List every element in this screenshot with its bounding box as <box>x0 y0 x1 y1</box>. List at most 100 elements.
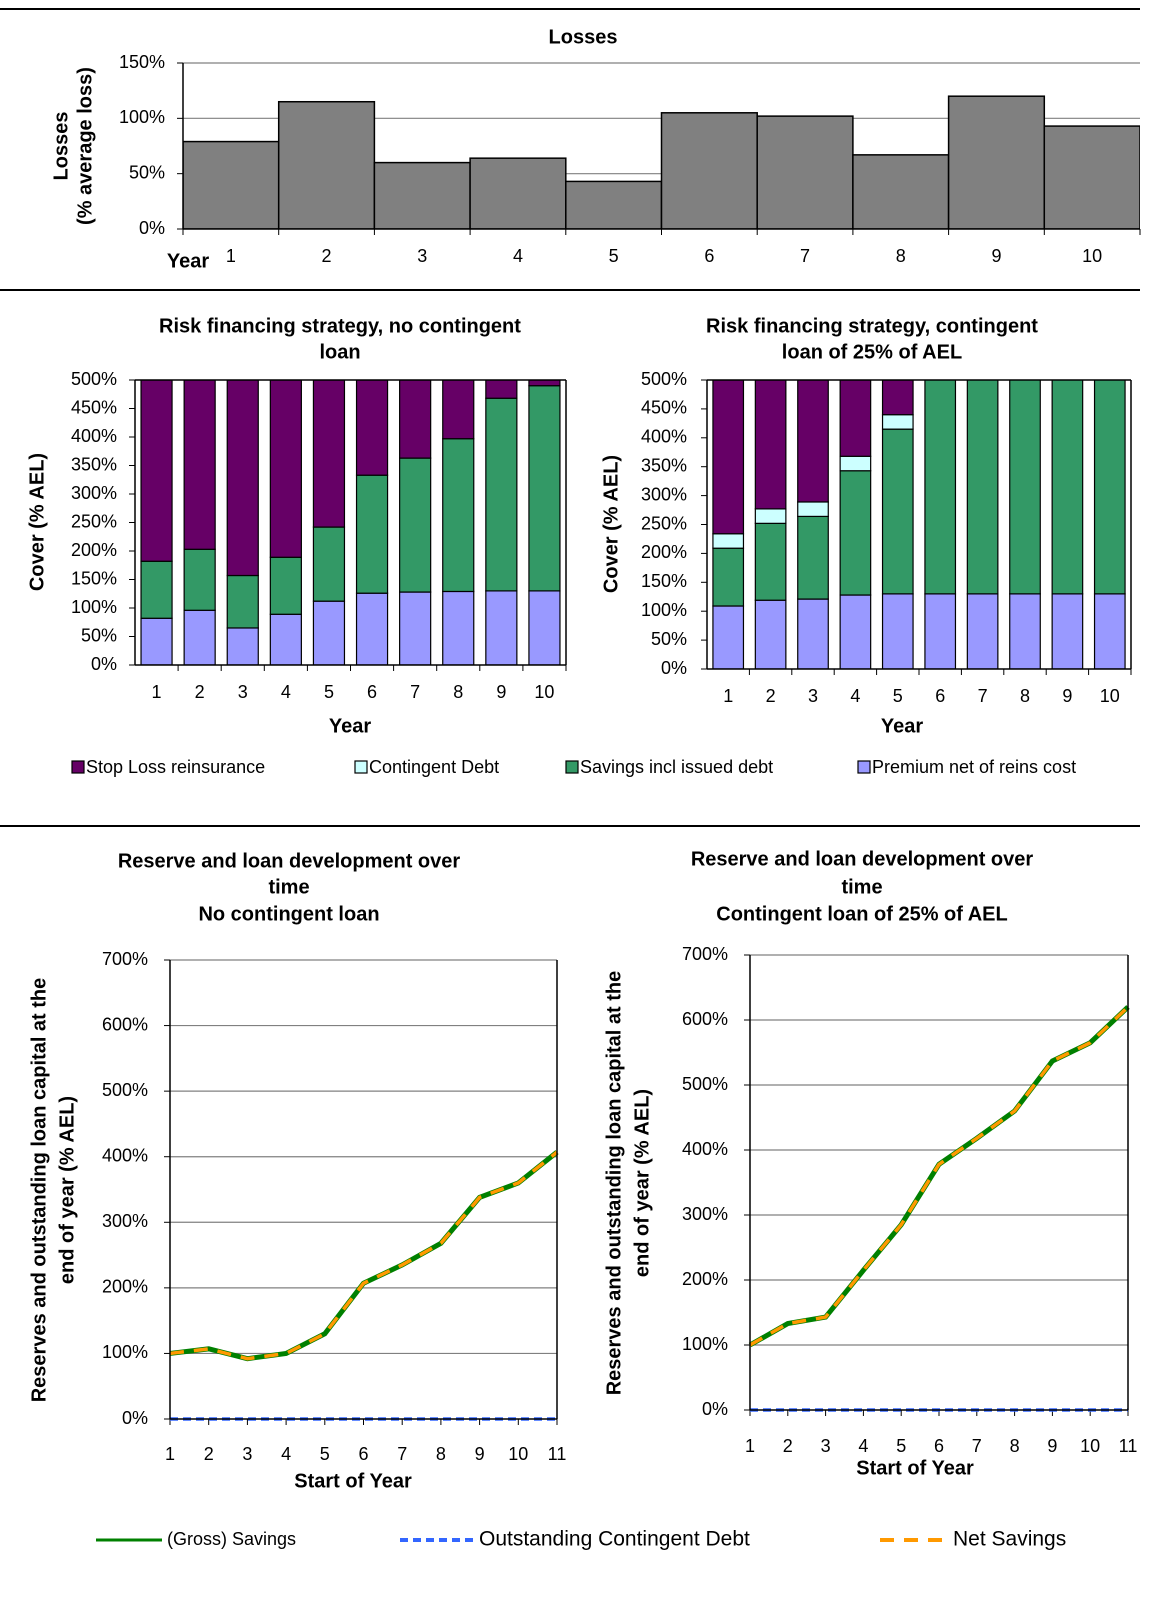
legend-label: Premium net of reins cost <box>872 757 1076 777</box>
y-tick-label: 0% <box>139 218 165 238</box>
x-tick-label: 3 <box>417 246 427 266</box>
x-tick-label: 3 <box>242 1444 252 1464</box>
x-tick-label: 9 <box>1047 1436 1057 1456</box>
bar-segment <box>355 592 389 665</box>
y-tick-label: 700% <box>682 944 728 964</box>
series-line <box>749 1005 1130 1347</box>
bar-segment <box>839 594 872 669</box>
y-tick-label: 0% <box>702 1399 728 1419</box>
x-tick-label: 2 <box>783 1436 793 1456</box>
bar-segment <box>966 380 999 595</box>
y-tick-label: 0% <box>122 1408 148 1428</box>
y-axis-title: (% average loss) <box>74 67 96 225</box>
y-tick-label: 100% <box>119 107 165 127</box>
bar-segment <box>797 515 829 600</box>
bar-segment <box>797 598 829 669</box>
x-tick-label: 6 <box>935 686 945 706</box>
legend-swatch <box>857 760 871 774</box>
bar-segment <box>754 380 787 510</box>
bar <box>660 112 758 229</box>
bar-segment <box>754 508 787 524</box>
bar <box>947 95 1046 229</box>
x-tick-label: 7 <box>410 682 420 702</box>
bar-segment <box>1093 593 1126 669</box>
legend-label: Savings incl issued debt <box>580 757 773 777</box>
y-tick-label: 100% <box>641 600 687 620</box>
legend-label: (Gross) Savings <box>167 1529 296 1549</box>
bar-segment <box>226 380 259 577</box>
y-tick-label: 400% <box>641 427 687 447</box>
x-axis-title: Start of Year <box>856 1457 974 1479</box>
x-tick-label: 1 <box>226 246 236 266</box>
x-tick-label: 2 <box>766 686 776 706</box>
y-tick-label: 300% <box>682 1204 728 1224</box>
bar-segment <box>226 627 259 665</box>
y-axis-title: Losses <box>50 112 72 181</box>
x-tick-label: 10 <box>1082 246 1102 266</box>
bar-segment <box>485 590 518 665</box>
y-tick-label: 300% <box>102 1211 148 1231</box>
bar-segment <box>528 380 561 387</box>
bar-segment <box>140 560 173 619</box>
bar <box>565 180 663 229</box>
x-tick-label: 4 <box>281 682 291 702</box>
y-tick-label: 0% <box>91 654 117 674</box>
x-axis-title: Start of Year <box>294 1470 412 1492</box>
bar-segment <box>399 591 432 665</box>
bar-segment <box>226 574 259 629</box>
bar-segment <box>312 600 346 665</box>
bar-segment <box>712 547 745 607</box>
y-tick-label: 400% <box>682 1139 728 1159</box>
chart-title: No contingent loan <box>198 903 379 925</box>
bar-segment <box>839 470 872 596</box>
bar-segment <box>140 617 173 665</box>
bar-segment <box>269 556 302 615</box>
legend-swatch <box>71 760 85 774</box>
x-tick-label: 7 <box>972 1436 982 1456</box>
chart-title: Reserve and loan development over <box>691 848 1034 870</box>
x-tick-label: 4 <box>858 1436 868 1456</box>
bar-segment <box>485 397 518 592</box>
y-tick-label: 50% <box>129 162 165 182</box>
y-tick-label: 100% <box>682 1334 728 1354</box>
bar-segment <box>881 593 914 669</box>
x-tick-label: 5 <box>609 246 619 266</box>
chart-title: Contingent loan of 25% of AEL <box>716 903 1007 925</box>
bar-segment <box>183 609 216 665</box>
x-tick-label: 5 <box>324 682 334 702</box>
bar-segment <box>839 380 872 457</box>
x-tick-label: 4 <box>281 1444 291 1464</box>
legend-label: Stop Loss reinsurance <box>86 757 265 777</box>
y-tick-label: 150% <box>71 568 117 588</box>
bar-segment <box>140 380 173 562</box>
x-axis-title: Year <box>329 715 371 737</box>
bar-segment <box>528 590 561 665</box>
y-tick-label: 200% <box>682 1269 728 1289</box>
bar-segment <box>924 380 957 595</box>
series-line <box>748 1005 1130 1348</box>
x-tick-label: 7 <box>397 1444 407 1464</box>
y-tick-label: 600% <box>102 1014 148 1034</box>
y-tick-label: 100% <box>102 1342 148 1362</box>
y-tick-label: 350% <box>71 454 117 474</box>
bar-segment <box>399 457 432 593</box>
bar-segment <box>355 380 389 476</box>
bar-segment <box>312 380 346 528</box>
bar <box>756 115 854 229</box>
x-tick-label: 2 <box>322 246 332 266</box>
x-tick-label: 11 <box>548 1444 567 1464</box>
bar-segment <box>442 380 475 440</box>
x-tick-label: 10 <box>508 1444 528 1464</box>
x-tick-label: 1 <box>723 686 733 706</box>
x-tick-label: 8 <box>453 682 463 702</box>
bar-segment <box>712 605 745 669</box>
x-tick-label: 9 <box>475 1444 485 1464</box>
y-tick-label: 300% <box>641 484 687 504</box>
y-tick-label: 500% <box>641 369 687 389</box>
legend-swatch <box>354 760 368 774</box>
bar-segment <box>881 380 914 416</box>
bar-segment <box>442 590 475 665</box>
x-tick-label: 5 <box>320 1444 330 1464</box>
x-tick-label: 6 <box>704 246 714 266</box>
y-tick-label: 500% <box>102 1080 148 1100</box>
